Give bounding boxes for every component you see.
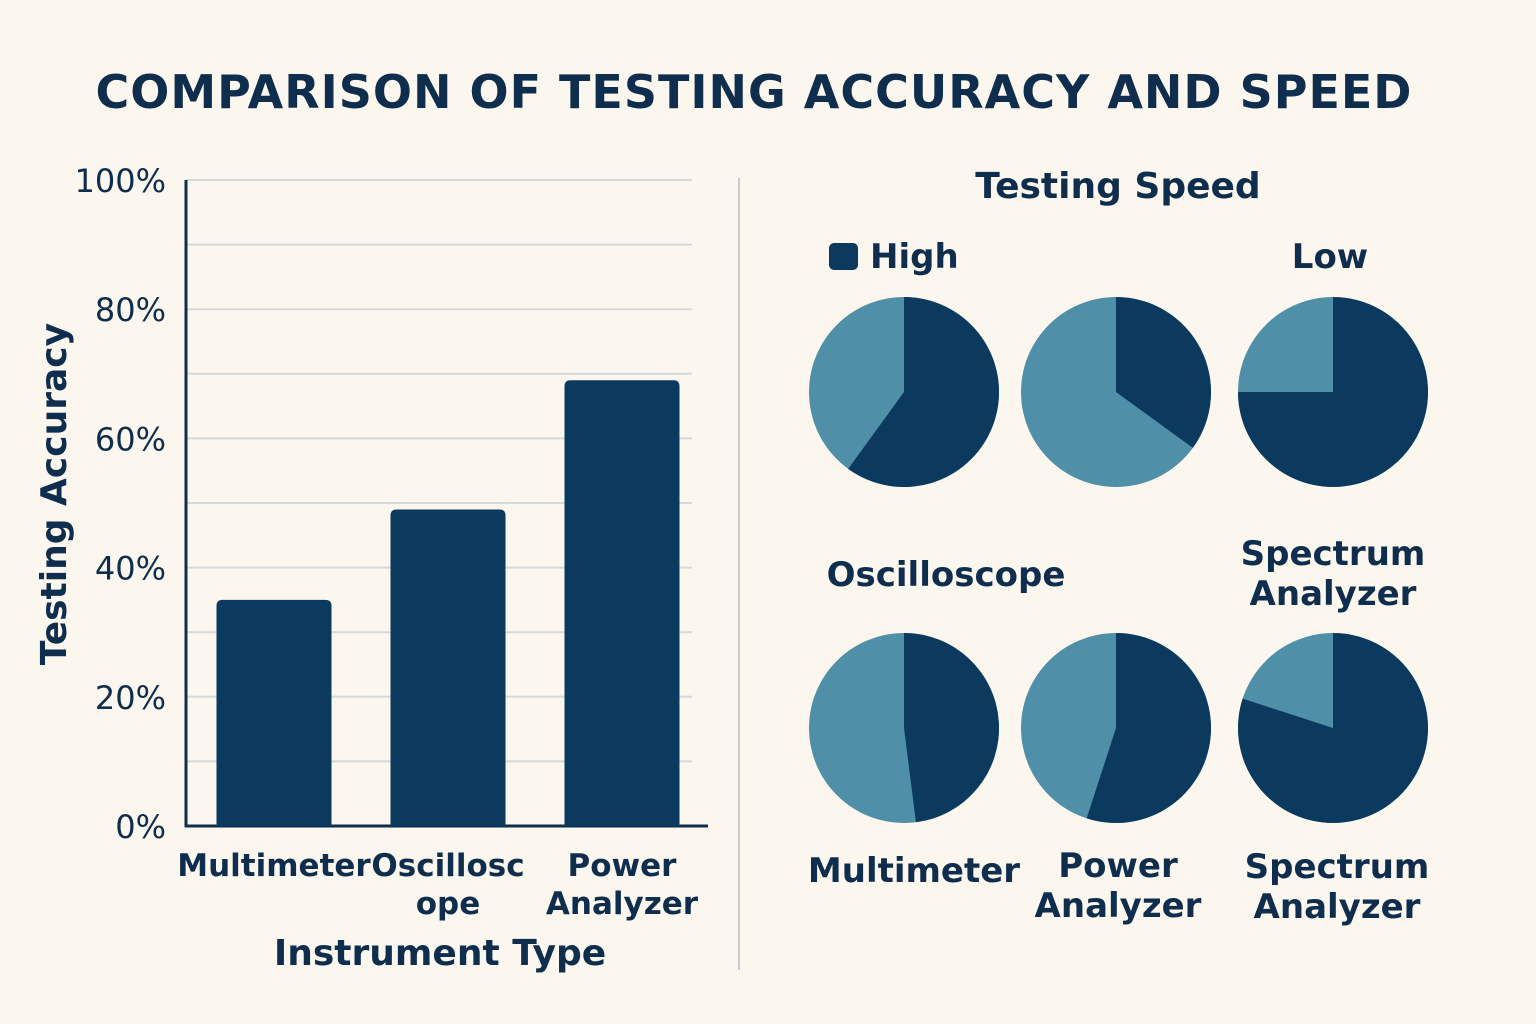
x-tick-label: Oscillosc	[371, 848, 524, 884]
pie-label: Analyzer	[1035, 886, 1202, 926]
bar	[390, 509, 506, 826]
pie-slice-high	[1116, 297, 1211, 448]
x-axis-title: Instrument Type	[274, 933, 606, 974]
pie-label: Power	[1058, 846, 1178, 886]
pie-label: Analyzer	[1254, 887, 1421, 927]
pie-charts: Testing Speed High Low Oscilloscope Spect…	[808, 166, 1429, 927]
pie-label: Spectrum	[1245, 847, 1430, 887]
x-tick-label: Multimeter	[177, 848, 371, 884]
pie-label: Spectrum	[1241, 534, 1426, 574]
y-tick-label: 40%	[95, 550, 166, 588]
y-tick-label: 80%	[95, 291, 166, 329]
y-tick-label: 20%	[95, 679, 166, 717]
legend-swatch-high	[829, 243, 858, 270]
pie-label: Oscilloscope	[827, 555, 1066, 595]
y-axis-title: Testing Accuracy	[34, 323, 75, 665]
y-tick-label: 60%	[95, 420, 166, 458]
bar	[564, 380, 680, 826]
pie-slice-high	[1238, 633, 1429, 824]
y-tick-label: 0%	[115, 808, 166, 846]
x-tick-label: ope	[416, 886, 481, 922]
pie-slice-high	[848, 297, 999, 487]
legend-label-low: Low	[1292, 237, 1368, 277]
pie-slice-high	[904, 633, 1000, 823]
pie-label: Analyzer	[1250, 574, 1417, 614]
x-tick-label: Analyzer	[546, 886, 699, 922]
pie-label: Multimeter	[808, 851, 1020, 891]
bar-chart: 0% 20% 40% 60% 80% 100% Multimeter Oscilloscope…	[34, 162, 708, 974]
pie-slice-high	[1238, 297, 1428, 487]
chart-title: COMPARISON OF TESTING ACCURACY AND SPEED	[96, 65, 1413, 119]
legend-label-high: High	[870, 237, 959, 277]
y-tick-label: 100%	[75, 162, 166, 200]
x-tick-label: Power	[568, 848, 678, 884]
pie-panel-title: Testing Speed	[975, 166, 1260, 207]
pie-slice-high	[1086, 632, 1212, 823]
bar	[216, 599, 332, 826]
